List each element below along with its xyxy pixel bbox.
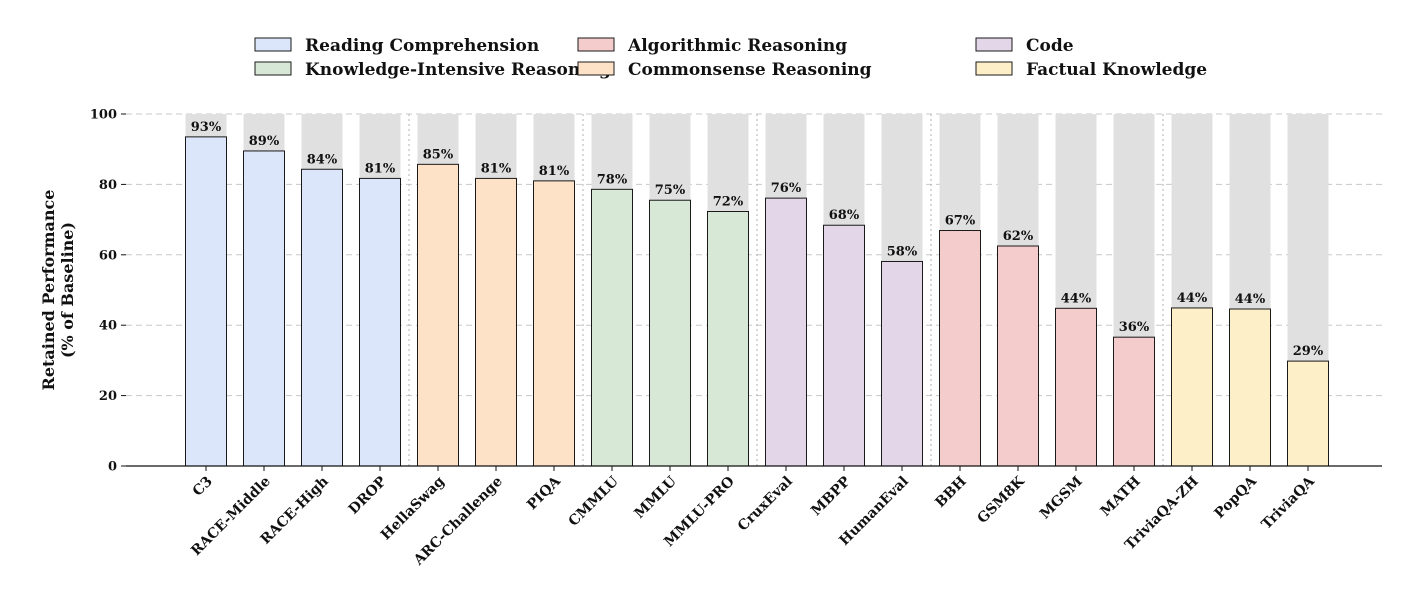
bar xyxy=(475,177,517,467)
x-tick-label: MBPP xyxy=(808,473,854,519)
legend-label: Knowledge-Intensive Reasoning xyxy=(305,60,611,80)
y-tick-label: 100 xyxy=(90,108,117,123)
legend: Reading Comprehension Knowledge-Intensive… xyxy=(254,36,1207,80)
legend-swatch xyxy=(975,37,1013,52)
bar-value-label: 44% xyxy=(1235,292,1266,307)
bar-value-label: 78% xyxy=(597,172,628,187)
bar xyxy=(997,245,1039,467)
y-axis: 0 20 40 60 80 100 xyxy=(90,108,126,475)
bar xyxy=(1287,360,1329,467)
bar-value-label: 67% xyxy=(945,214,976,229)
bar-value-label: 68% xyxy=(829,208,860,223)
bar xyxy=(591,188,633,467)
bar-value-label: 81% xyxy=(539,164,570,179)
bar-value-label: 36% xyxy=(1119,320,1150,335)
bar xyxy=(649,199,691,467)
bar xyxy=(417,163,459,467)
group-separators xyxy=(408,114,1164,466)
y-tick-label: 80 xyxy=(99,178,117,193)
bar-value-label: 93% xyxy=(191,120,222,135)
bar-value-label: 75% xyxy=(655,183,686,198)
y-tick-label: 0 xyxy=(108,460,117,475)
bar-value-label: 89% xyxy=(249,134,280,149)
y-axis-label-line1: Retained Performance xyxy=(39,190,58,391)
legend-label: Commonsense Reasoning xyxy=(628,60,872,80)
y-tick-label: 40 xyxy=(99,319,117,334)
bar xyxy=(707,211,749,467)
x-tick-label: TriviaQA xyxy=(1259,473,1319,533)
bar xyxy=(243,150,285,467)
bar xyxy=(185,136,227,467)
x-tick-label: DROP xyxy=(346,473,391,518)
bar-value-label: 76% xyxy=(771,181,802,196)
bar xyxy=(765,197,807,467)
x-tick-label: MGSM xyxy=(1037,474,1086,523)
legend-swatch xyxy=(577,37,615,52)
legend-swatch xyxy=(254,61,292,76)
bar xyxy=(301,168,343,467)
y-axis-title: Retained Performance (% of Baseline) xyxy=(39,190,77,391)
y-tick-label: 60 xyxy=(99,248,117,263)
bar-value-label: 44% xyxy=(1061,291,1092,306)
legend-label: Algorithmic Reasoning xyxy=(627,36,847,56)
bar-value-label: 84% xyxy=(307,152,338,167)
bar xyxy=(881,260,923,467)
bar-value-label: 81% xyxy=(365,161,396,176)
x-tick-label: GSM8K xyxy=(974,473,1028,527)
legend-label: Factual Knowledge xyxy=(1026,60,1207,80)
y-axis-label-line2: (% of Baseline) xyxy=(58,222,77,358)
bar-value-label: 44% xyxy=(1177,291,1208,306)
legend-label: Code xyxy=(1026,36,1074,56)
bar xyxy=(939,230,981,467)
legend-swatch xyxy=(975,61,1013,76)
bar xyxy=(533,180,575,467)
x-tick-label: CruxEval xyxy=(735,474,796,535)
y-tick-label: 20 xyxy=(99,389,117,404)
x-tick-label: PopQA xyxy=(1212,473,1261,522)
legend-swatch xyxy=(254,37,292,52)
bar-value-label: 58% xyxy=(887,244,918,259)
bar xyxy=(1055,307,1097,467)
x-tick-label: C3 xyxy=(190,474,216,500)
x-tick-label: MATH xyxy=(1098,474,1144,520)
bar-value-label: 85% xyxy=(423,147,454,162)
bar-value-label: 81% xyxy=(481,161,512,176)
legend-label: Reading Comprehension xyxy=(305,36,539,56)
bar xyxy=(1113,336,1155,467)
bar xyxy=(823,224,865,467)
bar-value-label: 62% xyxy=(1003,229,1034,244)
x-tick-label: PIQA xyxy=(524,473,564,513)
legend-swatch xyxy=(577,61,615,76)
bar xyxy=(1229,308,1271,467)
bar xyxy=(359,177,401,467)
bar-value-label: 72% xyxy=(713,195,744,210)
x-tick-label: BBH xyxy=(932,474,969,511)
bar-value-label: 29% xyxy=(1293,344,1324,359)
x-tick-label: CMMLU xyxy=(566,474,622,530)
bar xyxy=(1171,307,1213,467)
x-tick-label: MMLU xyxy=(632,474,680,522)
